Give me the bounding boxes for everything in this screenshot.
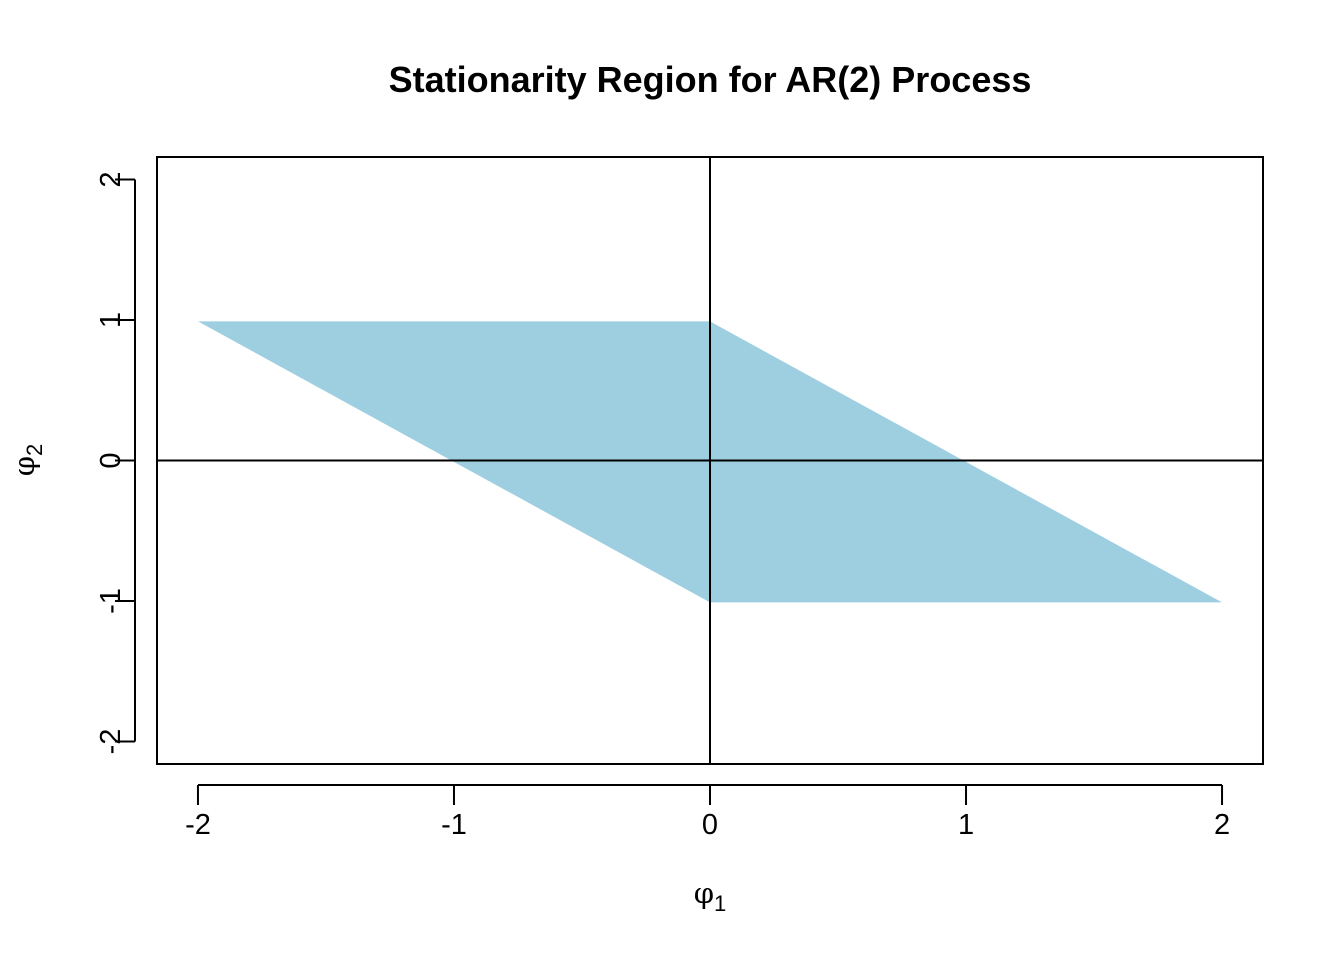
y-axis-label-symbol: φ	[7, 456, 41, 476]
y-tick-label: 1	[95, 312, 127, 328]
x-axis: -2 -1 0 1 2	[185, 784, 1230, 841]
x-tick-label: 2	[1214, 809, 1230, 841]
y-tick-label: 2	[95, 171, 127, 187]
y-axis-label-subscript: 2	[22, 444, 47, 456]
y-tick-label: 0	[95, 452, 127, 468]
y-axis-label-text: φ2	[7, 444, 47, 477]
y-axis: -2 -1 0 1 2	[95, 171, 136, 755]
y-axis-label: φ2	[7, 444, 47, 477]
x-tick-label: 0	[702, 809, 718, 841]
plot-frame	[156, 156, 1264, 765]
x-tick-label: -2	[185, 809, 211, 841]
y-tick-label: -2	[95, 729, 127, 755]
x-axis-label-subscript: 1	[714, 891, 726, 916]
x-axis-label-symbol: φ	[694, 876, 714, 910]
x-axis-label-text: φ1	[694, 876, 727, 916]
x-axis-label: φ1	[694, 876, 727, 916]
x-tick-label: -1	[441, 809, 467, 841]
x-tick-label: 1	[958, 809, 974, 841]
chart-title: Stationarity Region for AR(2) Process	[389, 59, 1032, 100]
plot-area: -2 -1 0 1 2 -2 -1 0 1 2	[95, 156, 1264, 841]
y-tick-label: -1	[95, 588, 127, 614]
